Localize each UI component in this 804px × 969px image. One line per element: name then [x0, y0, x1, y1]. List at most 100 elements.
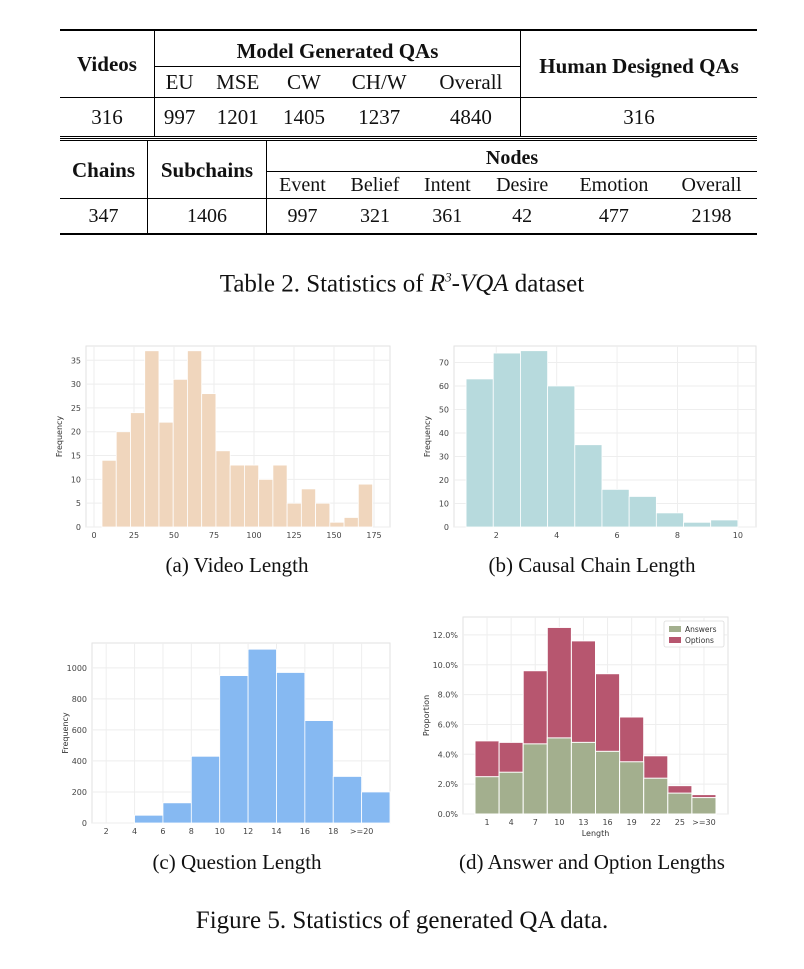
bar-b: [683, 521, 712, 528]
y-tick-label-b: 70: [439, 358, 449, 367]
y-tick-label-d: 2.0%: [438, 780, 459, 789]
cell-event: 997: [266, 198, 338, 234]
x-tick-label-c: 4: [132, 827, 137, 836]
cell-cw: 1405: [271, 97, 337, 137]
bar-c: [304, 720, 334, 824]
x-tick-label-c: >=20: [350, 827, 374, 836]
x-axis-label-d: Length: [582, 829, 610, 838]
bar-d-answers: [570, 741, 597, 815]
table-caption-name2: -VQA: [451, 270, 509, 298]
bar-d-answers: [474, 776, 500, 815]
x-tick-label-c: 6: [160, 827, 165, 836]
x-tick-label-a: 25: [129, 531, 139, 540]
y-tick-label-d: 6.0%: [438, 720, 459, 729]
y-tick-label-b: 60: [439, 382, 449, 391]
y-axis-label-a: Frequency: [55, 416, 64, 458]
bar-a: [329, 521, 345, 528]
bar-b: [574, 444, 603, 528]
cell-mse: 1201: [204, 97, 272, 137]
bar-b: [710, 519, 739, 528]
y-tick-label-c: 800: [72, 695, 87, 704]
subcaption-b: (b) Causal Chain Length: [488, 553, 696, 577]
bar-b: [492, 352, 521, 528]
bar-a: [343, 517, 359, 528]
y-tick-label-a: 5: [76, 499, 81, 508]
y-tick-label-b: 20: [439, 476, 449, 485]
legend-label-options: Options: [685, 636, 714, 645]
subheader-event: Event: [279, 174, 326, 196]
cell-nodes-overall: 2198: [666, 198, 757, 234]
bar-d-answers: [522, 743, 548, 815]
bar-b: [520, 350, 549, 528]
subheader-eu: EU: [165, 70, 194, 94]
cell-eu: 997: [154, 97, 205, 137]
x-tick-label-d: 16: [602, 818, 612, 827]
bar-d-answers: [619, 761, 645, 815]
bar-d-answers: [595, 750, 621, 815]
x-tick-label-a: 0: [91, 531, 96, 540]
y-tick-label-c: 200: [72, 788, 87, 797]
x-tick-label-a: 50: [169, 531, 179, 540]
x-tick-label-d: 4: [509, 818, 514, 827]
y-tick-label-d: 4.0%: [438, 750, 459, 759]
bar-a: [258, 478, 274, 528]
table-caption-sup: 3: [445, 270, 452, 285]
x-tick-label-a: 150: [326, 531, 341, 540]
subcaption-c: (c) Question Length: [152, 850, 322, 874]
x-tick-label-d: >=30: [692, 818, 716, 827]
x-tick-label-b: 8: [675, 531, 680, 540]
x-tick-label-d: 1: [485, 818, 490, 827]
x-tick-label-b: 6: [615, 531, 620, 540]
x-tick-label-c: 16: [300, 827, 310, 836]
y-tick-label-b: 0: [444, 523, 449, 532]
legend-swatch-options: [669, 637, 681, 643]
bar-c: [190, 755, 221, 824]
bar-a: [229, 464, 245, 528]
x-tick-label-c: 2: [104, 827, 109, 836]
subheader-belief: Belief: [350, 174, 400, 196]
bar-a: [300, 488, 316, 528]
bar-a: [130, 412, 146, 528]
table-caption-suffix: dataset: [508, 270, 585, 298]
cell-belief: 321: [337, 198, 412, 234]
subheader-intent: Intent: [423, 174, 471, 196]
x-tick-label-b: 10: [733, 531, 743, 540]
cell-desire: 42: [482, 198, 562, 234]
x-tick-label-b: 2: [494, 531, 499, 540]
x-tick-label-c: 8: [189, 827, 194, 836]
header-model-generated: Model Generated QAs: [154, 30, 521, 67]
subheader-emotion: Emotion: [579, 174, 649, 196]
x-tick-label-a: 125: [286, 531, 301, 540]
y-tick-label-c: 1000: [67, 664, 87, 673]
y-tick-label-d: 8.0%: [438, 691, 459, 700]
bar-c: [332, 776, 363, 824]
bar-d-answers: [643, 777, 669, 815]
cell-videos: 316: [60, 97, 155, 137]
table-caption: Table 2. Statistics of R3-VQA dataset: [0, 270, 804, 298]
subcaption-d: (d) Answer and Option Lengths: [459, 850, 725, 874]
y-axis-label-d: Proportion: [422, 695, 431, 736]
bar-b: [655, 512, 684, 528]
cell-emotion: 477: [561, 198, 667, 234]
header-nodes: Nodes: [266, 139, 757, 172]
bar-a: [315, 502, 331, 528]
bar-a: [357, 483, 373, 528]
x-tick-label-d: 13: [578, 818, 588, 827]
x-tick-label-c: 12: [243, 827, 253, 836]
table-qa-stats: Videos Model Generated QAs Human Designe…: [60, 29, 757, 137]
header-chains: Chains: [60, 139, 148, 199]
y-tick-label-a: 20: [71, 428, 81, 437]
table-caption-prefix: Table 2. Statistics of: [219, 270, 430, 298]
bar-a: [172, 378, 188, 528]
subheader-chw: CH/W: [351, 70, 407, 94]
bar-a: [272, 464, 288, 528]
bar-b: [601, 488, 630, 528]
y-tick-label-a: 0: [76, 523, 81, 532]
bar-a: [101, 459, 117, 528]
x-tick-label-c: 18: [328, 827, 338, 836]
cell-chw: 1237: [336, 97, 422, 137]
subheader-desire: Desire: [496, 174, 549, 196]
bar-a: [158, 421, 174, 528]
header-subchains: Subchains: [147, 139, 267, 199]
